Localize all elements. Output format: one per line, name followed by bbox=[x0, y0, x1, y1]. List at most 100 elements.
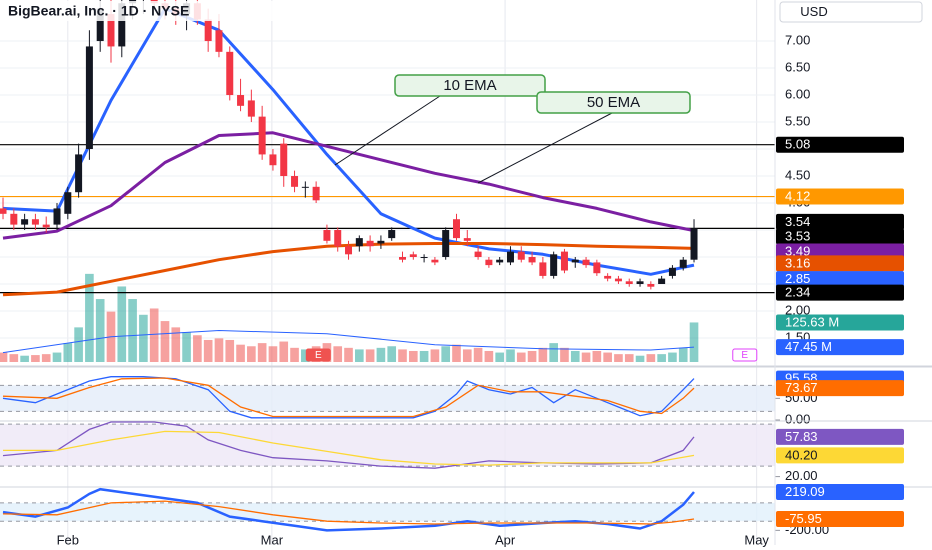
volume-bar bbox=[668, 352, 677, 362]
indicator-label: 73.67 bbox=[785, 380, 818, 395]
x-tick-label: Apr bbox=[495, 532, 516, 547]
volume-label: 125.63 M bbox=[785, 314, 839, 329]
volume-bar bbox=[9, 354, 19, 362]
price-label: 4.12 bbox=[785, 188, 810, 203]
candle-body bbox=[85, 46, 93, 150]
candle-body bbox=[636, 281, 644, 285]
candle-body bbox=[679, 259, 687, 268]
candle-body bbox=[0, 208, 7, 214]
volume-bar bbox=[236, 344, 245, 362]
annotation-box bbox=[394, 74, 546, 97]
volume-bar bbox=[85, 273, 94, 362]
indicator-label: 57.83 bbox=[785, 429, 818, 444]
volume-bar bbox=[20, 355, 29, 362]
volume-bar bbox=[365, 349, 375, 362]
candle-body bbox=[431, 259, 439, 263]
volume-bar bbox=[74, 327, 83, 362]
volume-bar bbox=[462, 349, 472, 362]
volume-ma bbox=[2, 329, 695, 354]
chart-title: BigBear.ai, Inc. · 1D · NYSE bbox=[8, 3, 189, 19]
volume-bar bbox=[646, 354, 656, 362]
candle-body bbox=[31, 219, 39, 225]
indicator-label: -75.95 bbox=[785, 511, 822, 526]
volume-bar bbox=[678, 347, 688, 362]
candle-body bbox=[625, 281, 633, 285]
volume-bar bbox=[279, 341, 289, 362]
volume-bar bbox=[387, 346, 397, 362]
candle-body bbox=[496, 259, 504, 263]
candle-body bbox=[399, 257, 407, 260]
volume-bar bbox=[538, 347, 548, 362]
volume-bar bbox=[182, 332, 191, 362]
oscillator-line bbox=[2, 500, 695, 525]
candle-body bbox=[323, 230, 331, 241]
volume-bar bbox=[560, 347, 569, 362]
candle-body bbox=[582, 259, 590, 266]
y-tick-label: 6.50 bbox=[785, 59, 810, 74]
volume-bar bbox=[581, 352, 591, 362]
candle-body bbox=[409, 254, 417, 258]
x-tick-label: Mar bbox=[261, 532, 284, 547]
volume-bar bbox=[95, 299, 105, 362]
earnings-marker bbox=[305, 348, 331, 362]
volume-bar bbox=[203, 339, 213, 362]
volume-bar bbox=[398, 349, 407, 362]
price-label-bg bbox=[776, 271, 904, 288]
volume-bar bbox=[149, 308, 159, 362]
candle-body bbox=[452, 219, 460, 239]
candle-body bbox=[118, 3, 126, 47]
indicator-label: 40.20 bbox=[785, 447, 818, 462]
volume-bar bbox=[603, 352, 612, 362]
volume-bar bbox=[0, 352, 8, 362]
candle-body bbox=[237, 95, 245, 106]
candle-body bbox=[668, 267, 676, 276]
volume-bar bbox=[614, 354, 623, 362]
annotation-text: 10 EMA bbox=[443, 77, 496, 94]
oscillator-line bbox=[2, 376, 695, 419]
candle-body bbox=[658, 278, 666, 285]
candle-body bbox=[64, 192, 72, 214]
volume-bar bbox=[225, 339, 235, 362]
volume-bar bbox=[193, 335, 202, 362]
oscillator-line bbox=[2, 421, 695, 469]
volume-bar bbox=[570, 350, 580, 362]
volume-bar bbox=[689, 322, 699, 362]
volume-bar bbox=[516, 352, 526, 362]
candle-body bbox=[215, 30, 223, 52]
oscillator-line bbox=[3, 430, 695, 466]
price-label: 3.49 bbox=[785, 243, 810, 258]
earnings-marker bbox=[732, 348, 758, 362]
price-label: 2.34 bbox=[785, 285, 810, 300]
candle-body bbox=[75, 154, 83, 193]
annotation-arrow bbox=[477, 112, 613, 184]
indicator-label-bg bbox=[776, 447, 904, 464]
candle-body bbox=[269, 154, 277, 166]
candle-body bbox=[280, 143, 288, 177]
candle-body bbox=[247, 100, 255, 117]
volume-bar bbox=[257, 343, 267, 362]
volume-bar bbox=[128, 299, 137, 362]
x-tick-label: May bbox=[744, 532, 769, 547]
candle-body bbox=[301, 186, 309, 188]
band-fill bbox=[0, 502, 775, 522]
price-label-bg bbox=[776, 284, 904, 301]
earnings-label: E bbox=[315, 350, 322, 361]
volume-bar bbox=[452, 344, 461, 362]
candle-body bbox=[377, 240, 385, 244]
price-label-bg bbox=[776, 255, 904, 272]
candle-body bbox=[593, 262, 601, 274]
annotation-box bbox=[536, 91, 691, 114]
volume-bar bbox=[301, 349, 310, 362]
candle-body bbox=[560, 251, 568, 271]
volume-bar bbox=[214, 338, 224, 362]
candle-body bbox=[204, 19, 212, 42]
volume-bar bbox=[63, 343, 73, 362]
candle-body bbox=[42, 224, 50, 228]
currency-button[interactable] bbox=[779, 1, 923, 23]
volume-bar bbox=[484, 350, 494, 362]
volume-label: 47.45 M bbox=[785, 339, 832, 354]
volume-label-bg bbox=[776, 314, 904, 331]
volume-bar bbox=[635, 355, 645, 362]
volume-label-bg bbox=[776, 339, 904, 356]
volume-bar bbox=[160, 321, 170, 362]
